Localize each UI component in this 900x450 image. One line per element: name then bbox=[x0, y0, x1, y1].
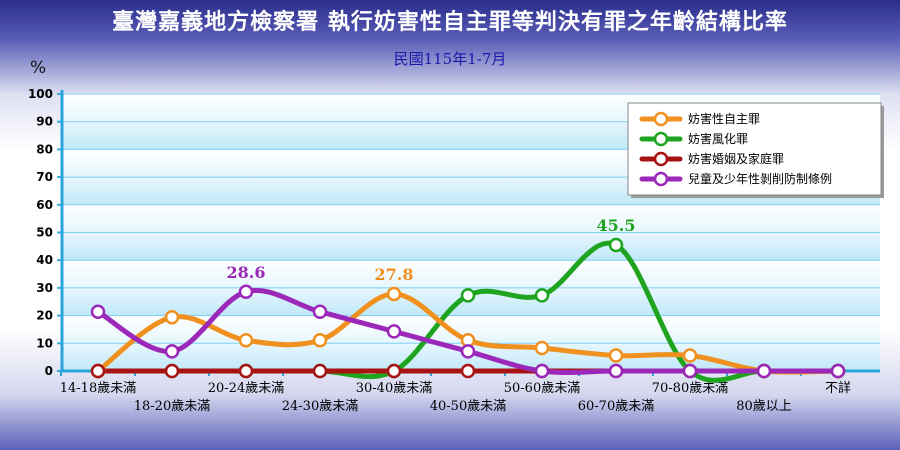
data-label: 28.6 bbox=[227, 263, 266, 282]
chart-subtitle: 民國115年1-7月 bbox=[393, 50, 507, 68]
data-point bbox=[460, 344, 476, 359]
series-line bbox=[95, 291, 841, 375]
data-point bbox=[608, 237, 624, 253]
legend-entry: 妨害性自主罪 bbox=[688, 111, 760, 126]
y-tick-label: 30 bbox=[36, 281, 53, 295]
y-tick-label: 80 bbox=[36, 142, 53, 156]
y-tick-label: 40 bbox=[36, 253, 53, 267]
legend-marker bbox=[653, 151, 669, 167]
x-tick-label: 70-80歲未滿 bbox=[652, 380, 728, 396]
x-tick-label: 60-70歲未滿 bbox=[578, 398, 654, 414]
data-label: 45.5 bbox=[597, 216, 636, 235]
x-tick-label: 20-24歲未滿 bbox=[208, 380, 284, 396]
data-point bbox=[608, 363, 624, 379]
data-point bbox=[756, 363, 772, 379]
data-point bbox=[534, 288, 550, 303]
data-point bbox=[238, 333, 254, 348]
plot-band bbox=[62, 232, 880, 261]
y-tick-label: 70 bbox=[36, 170, 53, 184]
legend-entry: 兒童及少年性剝削防制條例 bbox=[688, 171, 832, 186]
y-tick-label: 0 bbox=[45, 364, 53, 378]
data-point bbox=[682, 363, 698, 379]
data-point bbox=[682, 348, 698, 363]
x-tick-label: 40-50歲未滿 bbox=[430, 398, 506, 414]
y-tick-label: 10 bbox=[36, 336, 53, 350]
data-point bbox=[90, 363, 106, 379]
data-point bbox=[608, 348, 624, 363]
data-label: 27.8 bbox=[375, 265, 414, 284]
data-point bbox=[386, 363, 402, 379]
y-tick-label: 50 bbox=[36, 226, 53, 240]
series-line bbox=[95, 288, 841, 375]
y-tick-label: 60 bbox=[36, 198, 53, 212]
data-point bbox=[238, 363, 254, 379]
data-point bbox=[164, 310, 180, 325]
data-point bbox=[312, 363, 328, 379]
chart-title: 臺灣嘉義地方檢察署 執行妨害性自主罪等判決有罪之年齡結構比率 bbox=[112, 9, 788, 35]
data-point bbox=[386, 324, 402, 339]
data-point bbox=[534, 363, 550, 379]
x-tick-label: 30-40歲未滿 bbox=[356, 380, 432, 396]
data-point bbox=[238, 284, 254, 300]
legend-entry: 妨害婚姻及家庭罪 bbox=[688, 151, 784, 166]
x-tick-label: 80歲以上 bbox=[736, 399, 792, 414]
data-point bbox=[386, 286, 402, 302]
data-point bbox=[830, 363, 846, 379]
data-point bbox=[312, 304, 328, 319]
x-tick-label: 50-60歲未滿 bbox=[504, 380, 580, 396]
x-tick-label: 18-20歲未滿 bbox=[134, 398, 210, 414]
data-point bbox=[164, 363, 180, 379]
data-point bbox=[460, 363, 476, 379]
plot-band bbox=[62, 204, 880, 233]
data-point bbox=[90, 304, 106, 319]
x-tick-label: 不詳 bbox=[825, 380, 851, 396]
legend-marker bbox=[653, 131, 669, 147]
plot-band bbox=[62, 260, 880, 288]
y-tick-label: 90 bbox=[36, 115, 53, 129]
legend-marker bbox=[653, 171, 669, 187]
legend-entry: 妨害風化罪 bbox=[688, 131, 748, 146]
data-point bbox=[312, 333, 328, 348]
y-tick-label: 20 bbox=[36, 309, 53, 323]
legend-marker bbox=[653, 111, 669, 127]
data-point bbox=[534, 340, 550, 356]
x-tick-label: 14-18歲未滿 bbox=[60, 380, 136, 396]
y-tick-label: 100 bbox=[28, 87, 53, 101]
x-tick-label: 24-30歲未滿 bbox=[282, 398, 358, 414]
data-point bbox=[460, 288, 476, 303]
data-point bbox=[164, 344, 180, 359]
y-axis-unit-label: % bbox=[30, 58, 47, 78]
